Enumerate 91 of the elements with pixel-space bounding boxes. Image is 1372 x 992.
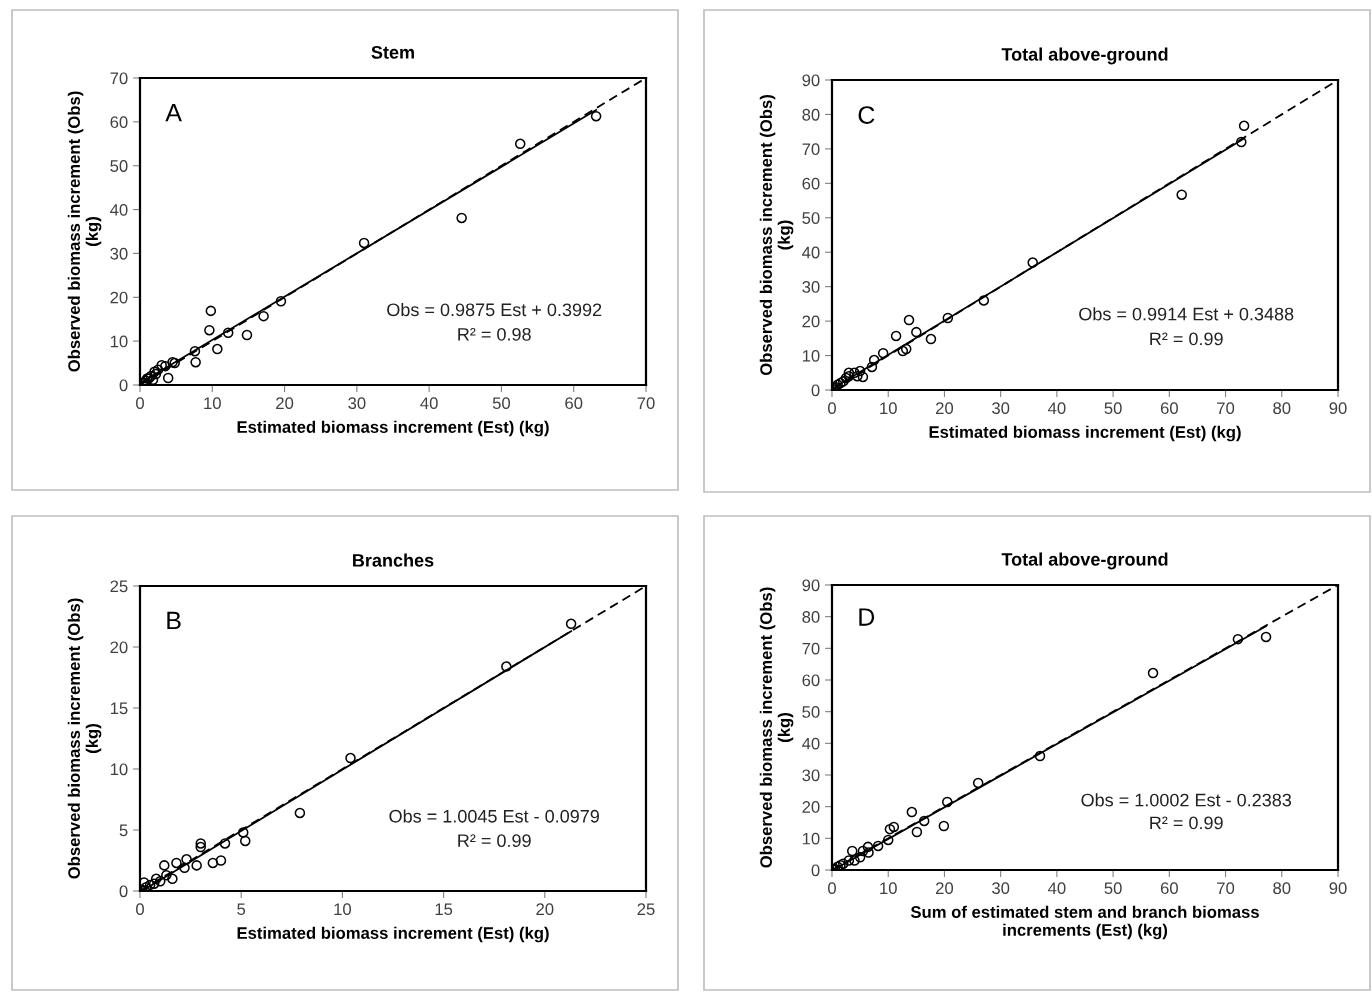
x-tick-label: 0	[136, 397, 144, 410]
y-tick-label: 0	[119, 379, 128, 392]
x-axis-title: Estimated biomass increment (Est) (kg)	[237, 926, 549, 943]
x-tick-label: 90	[1329, 402, 1347, 415]
x-tick-label: 90	[1329, 882, 1347, 895]
y-tick-label: 50	[802, 212, 820, 224]
x-tick-label: 80	[1273, 402, 1291, 415]
annotation: R² = 0.99	[458, 834, 531, 848]
x-tick-label: 60	[1160, 402, 1178, 415]
y-tick-label: 40	[802, 737, 820, 750]
x-tick-label: 30	[992, 882, 1010, 895]
x-tick-label: 50	[1104, 402, 1122, 415]
y-tick-label: 20	[802, 315, 820, 328]
y-tick-label: 80	[802, 611, 820, 623]
y-tick-label: 90	[802, 74, 820, 87]
annotation: R² = 0.98	[458, 327, 531, 341]
y-tick-label: 20	[110, 641, 128, 654]
x-tick-label: 70	[1217, 882, 1235, 895]
x-tick-label: 15	[435, 903, 453, 916]
x-tick-label: 80	[1273, 882, 1291, 895]
y-tick-label: 5	[119, 824, 128, 837]
y-tick-label: 20	[110, 291, 128, 304]
y-tick-label: 30	[802, 769, 820, 782]
y-tick-label: 0	[811, 384, 820, 397]
annotation: Obs = 1.0045 Est - 0.0979	[389, 809, 599, 823]
x-tick-label: 5	[237, 903, 246, 916]
x-tick-label: 20	[536, 903, 554, 916]
annotation: Obs = 0.9914 Est + 0.3488	[1079, 307, 1294, 321]
y-tick-label: 30	[802, 281, 820, 293]
x-tick-label: 30	[992, 402, 1010, 415]
x-tick-label: 40	[1048, 882, 1066, 895]
chart-title: Total above-ground	[1001, 47, 1168, 65]
y-axis-title: Observed biomass increment (Obs) (kg)	[67, 91, 102, 372]
x-tick-label: 40	[1048, 402, 1066, 415]
y-tick-label: 10	[110, 763, 128, 776]
x-tick-label: 20	[936, 402, 954, 415]
annotation: B	[167, 611, 181, 630]
chart-title: Stem	[371, 45, 414, 59]
annotation: A	[165, 104, 182, 122]
annotation: C	[858, 106, 875, 124]
x-tick-label: 30	[348, 397, 366, 410]
y-tick-label: 80	[802, 108, 820, 121]
x-tick-label: 60	[565, 397, 583, 410]
chart-title: Branches	[353, 553, 434, 567]
x-tick-label: 40	[420, 397, 438, 410]
x-tick-label: 0	[828, 402, 836, 415]
x-tick-label: 70	[637, 397, 655, 410]
x-tick-label: 50	[1104, 882, 1122, 895]
x-tick-label: 70	[1217, 402, 1235, 415]
y-tick-label: 40	[110, 203, 128, 216]
x-tick-label: 0	[136, 903, 144, 916]
annotation: Obs = 0.9875 Est + 0.3992	[387, 302, 602, 317]
y-tick-label: 60	[802, 674, 820, 687]
x-tick-label: 50	[492, 397, 511, 410]
x-axis-title: Estimated biomass increment (Est) (kg)	[237, 420, 549, 437]
x-tick-label: 25	[637, 903, 655, 916]
x-axis-title: Sum of estimated stem and branch biomass increments (Est) (kg)	[910, 905, 1259, 940]
y-tick-label: 15	[110, 702, 128, 715]
y-tick-label: 10	[110, 335, 128, 348]
annotation: Obs = 1.0002 Est - 0.2383	[1081, 793, 1292, 807]
y-tick-label: 25	[110, 580, 128, 593]
x-tick-label: 60	[1160, 882, 1178, 895]
x-tick-label: 20	[936, 882, 954, 895]
x-tick-label: 10	[334, 903, 352, 916]
annotation: D	[859, 608, 875, 626]
annotation: R² = 0.99	[1150, 816, 1223, 830]
chart-title: Total above-ground	[1001, 552, 1168, 570]
y-tick-label: 40	[802, 246, 820, 259]
y-tick-label: 60	[802, 177, 820, 190]
y-tick-label: 10	[802, 349, 820, 362]
y-tick-label: 70	[802, 143, 820, 156]
y-tick-label: 50	[110, 160, 128, 172]
y-tick-label: 50	[802, 706, 820, 718]
y-tick-label: 10	[802, 832, 820, 845]
x-tick-label: 20	[276, 397, 294, 410]
x-tick-label: 0	[828, 882, 836, 895]
y-axis-title: Observed biomass increment (Obs) (kg)	[759, 95, 794, 376]
y-tick-label: 70	[802, 642, 820, 655]
y-tick-label: 60	[110, 116, 128, 129]
annotation: R² = 0.99	[1150, 332, 1223, 346]
y-axis-title: Observed biomass increment (Obs) (kg)	[67, 598, 102, 879]
x-axis-title: Estimated biomass increment (Est) (kg)	[929, 425, 1241, 442]
x-tick-label: 10	[880, 882, 897, 895]
y-axis-title: Observed biomass increment (Obs) (kg)	[759, 587, 794, 868]
y-tick-label: 0	[811, 864, 820, 877]
y-tick-label: 90	[802, 579, 820, 592]
x-tick-label: 10	[880, 402, 897, 415]
y-tick-label: 30	[110, 247, 128, 260]
y-tick-label: 20	[802, 801, 820, 813]
y-tick-label: 70	[110, 72, 128, 85]
x-tick-label: 10	[204, 397, 221, 410]
